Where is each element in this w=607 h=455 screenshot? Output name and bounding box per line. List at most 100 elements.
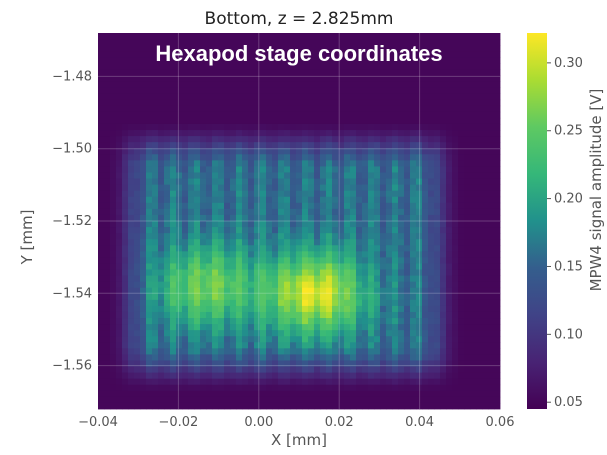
- heatmap-cell: [212, 33, 219, 40]
- heatmap-cell: [284, 348, 291, 355]
- heatmap-cell: [302, 239, 309, 246]
- heatmap-cell: [134, 93, 141, 101]
- heatmap-cell: [242, 402, 249, 410]
- heatmap-cell: [404, 245, 411, 252]
- heatmap-cell: [218, 390, 225, 398]
- heatmap-cell: [206, 69, 213, 76]
- heatmap-cell: [260, 190, 267, 198]
- heatmap-cell: [176, 117, 183, 125]
- heatmap-cell: [248, 105, 255, 113]
- heatmap-cell: [344, 63, 351, 70]
- heatmap-cell: [332, 396, 339, 404]
- heatmap-cell: [248, 45, 255, 52]
- heatmap-cell: [278, 281, 285, 289]
- heatmap-cell: [152, 202, 159, 210]
- heatmap-cell: [494, 196, 501, 204]
- heatmap-cell: [182, 196, 189, 204]
- heatmap-cell: [278, 354, 285, 361]
- heatmap-cell: [224, 336, 231, 343]
- heatmap-cell: [122, 99, 129, 107]
- heatmap-cell: [350, 39, 357, 46]
- heatmap-cell: [398, 166, 405, 173]
- heatmap-cell: [218, 136, 225, 143]
- heatmap-cell: [290, 384, 297, 392]
- heatmap-cell: [98, 117, 105, 125]
- heatmap-cell: [470, 239, 477, 246]
- heatmap-cell: [374, 184, 381, 192]
- heatmap-cell: [428, 318, 435, 325]
- heatmap-cell: [206, 172, 213, 179]
- heatmap-cell: [404, 281, 411, 289]
- heatmap-cell: [446, 45, 453, 52]
- heatmap-cell: [482, 69, 489, 76]
- heatmap-cell: [236, 239, 243, 246]
- heatmap-cell: [140, 330, 147, 337]
- heatmap-cell: [452, 33, 459, 40]
- heatmap-cell: [182, 93, 189, 101]
- heatmap-cell: [344, 245, 351, 252]
- heatmap-cell: [452, 378, 459, 386]
- heatmap-cell: [194, 227, 201, 234]
- heatmap-cell: [284, 396, 291, 404]
- heatmap-cell: [326, 384, 333, 392]
- heatmap-cell: [302, 366, 309, 374]
- heatmap-cell: [404, 87, 411, 95]
- heatmap-cell: [320, 336, 327, 343]
- heatmap-cell: [440, 117, 447, 125]
- heatmap-cell: [272, 390, 279, 398]
- heatmap-cell: [326, 87, 333, 95]
- heatmap-cell: [314, 136, 321, 143]
- heatmap-cell: [98, 69, 105, 76]
- heatmap-cell: [404, 239, 411, 246]
- heatmap-cell: [194, 251, 201, 258]
- heatmap-cell: [272, 111, 279, 119]
- heatmap-cell: [494, 299, 501, 307]
- heatmap-cell: [380, 336, 387, 343]
- heatmap-cell: [314, 275, 321, 283]
- heatmap-cell: [404, 214, 411, 222]
- heatmap-cell: [308, 45, 315, 52]
- heatmap-cell: [152, 318, 159, 325]
- heatmap-cell: [362, 39, 369, 46]
- heatmap-cell: [422, 221, 429, 228]
- heatmap-cell: [290, 148, 297, 155]
- heatmap-cell: [410, 396, 417, 404]
- heatmap-cell: [326, 69, 333, 76]
- heatmap-cell: [314, 39, 321, 46]
- heatmap-cell: [296, 172, 303, 179]
- heatmap-cell: [122, 402, 129, 410]
- heatmap-cell: [410, 293, 417, 301]
- heatmap-cell: [494, 318, 501, 325]
- heatmap-cell: [194, 154, 201, 161]
- heatmap-cell: [356, 172, 363, 179]
- heatmap-cell: [176, 305, 183, 313]
- heatmap-cell: [212, 348, 219, 355]
- heatmap-cell: [410, 214, 417, 222]
- heatmap-cell: [362, 214, 369, 222]
- heatmap-cell: [122, 372, 129, 380]
- heatmap-cell: [188, 93, 195, 101]
- heatmap-cell: [470, 208, 477, 216]
- heatmap-cell: [482, 123, 489, 131]
- heatmap-cell: [476, 245, 483, 252]
- heatmap-cell: [146, 384, 153, 392]
- heatmap-cell: [434, 402, 441, 410]
- heatmap-cell: [332, 402, 339, 410]
- heatmap-cell: [494, 281, 501, 289]
- heatmap-cell: [218, 342, 225, 349]
- heatmap-cell: [422, 87, 429, 95]
- heatmap-cell: [410, 39, 417, 46]
- heatmap-cell: [116, 208, 123, 216]
- heatmap-cell: [386, 117, 393, 125]
- heatmap-cell: [350, 257, 357, 264]
- heatmap-cell: [494, 93, 501, 101]
- heatmap-cell: [356, 354, 363, 361]
- heatmap-cell: [368, 130, 375, 137]
- heatmap-cell: [464, 184, 471, 192]
- heatmap-cell: [440, 75, 447, 82]
- heatmap-cell: [236, 63, 243, 70]
- heatmap-cell: [386, 111, 393, 119]
- heatmap-cell: [458, 178, 465, 186]
- heatmap-cell: [398, 214, 405, 222]
- heatmap-cell: [284, 281, 291, 289]
